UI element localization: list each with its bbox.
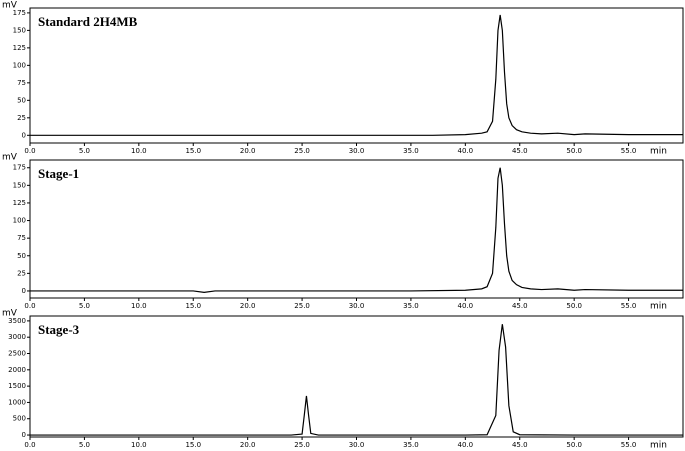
x-tick-label: 30.0 xyxy=(349,147,365,155)
x-tick-label: 40.0 xyxy=(458,302,474,310)
x-tick-label: 10.0 xyxy=(131,147,147,155)
y-tick-label: 125 xyxy=(13,44,26,52)
y-tick-label: 2000 xyxy=(8,366,26,374)
x-tick-label: 45.0 xyxy=(512,147,528,155)
y-tick-label: 175 xyxy=(13,9,26,17)
plot-frame xyxy=(29,315,684,438)
y-tick-label: 2500 xyxy=(8,350,26,358)
x-tick-label: 15.0 xyxy=(185,147,201,155)
x-tick-label: 35.0 xyxy=(403,147,419,155)
x-tick-label: 55.0 xyxy=(621,147,637,155)
x-tick-label: 45.0 xyxy=(512,302,528,310)
panel-title: Standard 2H4MB xyxy=(38,14,138,29)
y-tick-label: 500 xyxy=(13,415,26,423)
trace-line xyxy=(30,324,683,436)
x-axis-label: min xyxy=(650,441,667,451)
x-tick-label: 35.0 xyxy=(403,302,419,310)
x-tick-label: 45.0 xyxy=(512,441,528,449)
y-tick-label: 25 xyxy=(17,269,26,277)
x-tick-label: 5.0 xyxy=(79,302,90,310)
y-tick-label: 100 xyxy=(13,61,26,69)
y-tick-label: 100 xyxy=(13,217,26,225)
x-tick-label: 10.0 xyxy=(131,441,147,449)
x-tick-label: 50.0 xyxy=(566,441,582,449)
y-tick-label: 1000 xyxy=(8,398,26,406)
y-tick-label: 150 xyxy=(13,26,26,34)
y-tick-label: 50 xyxy=(17,252,26,260)
y-tick-label: 125 xyxy=(13,199,26,207)
x-tick-label: 25.0 xyxy=(294,441,310,449)
x-tick-label: 0.0 xyxy=(24,302,35,310)
x-tick-label: 40.0 xyxy=(458,147,474,155)
panel-title: Stage-1 xyxy=(38,166,79,181)
y-tick-label: 25 xyxy=(17,114,26,122)
x-axis-label: min xyxy=(650,147,667,157)
x-tick-label: 15.0 xyxy=(185,302,201,310)
x-tick-label: 55.0 xyxy=(621,441,637,449)
y-tick-label: 3500 xyxy=(8,317,26,325)
y-tick-label: 150 xyxy=(13,181,26,189)
x-tick-label: 20.0 xyxy=(240,441,256,449)
panel-title: Stage-3 xyxy=(38,322,80,337)
x-tick-label: 50.0 xyxy=(566,302,582,310)
trace-line xyxy=(30,14,683,136)
y-tick-label: 0 xyxy=(22,287,26,295)
y-tick-label: 0 xyxy=(22,431,26,439)
x-tick-label: 50.0 xyxy=(566,147,582,155)
y-tick-label: 175 xyxy=(13,164,26,172)
x-tick-label: 30.0 xyxy=(349,302,365,310)
x-tick-label: 20.0 xyxy=(240,302,256,310)
x-tick-label: 0.0 xyxy=(24,147,35,155)
y-axis-label: mV xyxy=(2,153,18,163)
x-tick-label: 30.0 xyxy=(349,441,365,449)
plot-frame xyxy=(29,159,684,299)
x-tick-label: 20.0 xyxy=(240,147,256,155)
y-tick-label: 0 xyxy=(22,131,26,139)
x-tick-label: 10.0 xyxy=(131,302,147,310)
x-tick-label: 35.0 xyxy=(403,441,419,449)
y-tick-label: 3000 xyxy=(8,333,26,341)
x-tick-label: 5.0 xyxy=(79,147,90,155)
x-tick-label: 0.0 xyxy=(24,441,35,449)
y-tick-label: 75 xyxy=(17,234,26,242)
x-axis-label: min xyxy=(650,302,667,312)
y-tick-label: 1500 xyxy=(8,382,26,390)
y-tick-label: 50 xyxy=(17,96,26,104)
y-tick-label: 75 xyxy=(17,79,26,87)
trace-line xyxy=(30,167,683,293)
y-axis-label: mV xyxy=(2,1,18,11)
x-tick-label: 15.0 xyxy=(185,441,201,449)
x-tick-label: 40.0 xyxy=(458,441,474,449)
x-tick-label: 25.0 xyxy=(294,147,310,155)
y-axis-label: mV xyxy=(2,309,18,319)
x-tick-label: 55.0 xyxy=(621,302,637,310)
x-tick-label: 25.0 xyxy=(294,302,310,310)
x-tick-label: 5.0 xyxy=(79,441,90,449)
